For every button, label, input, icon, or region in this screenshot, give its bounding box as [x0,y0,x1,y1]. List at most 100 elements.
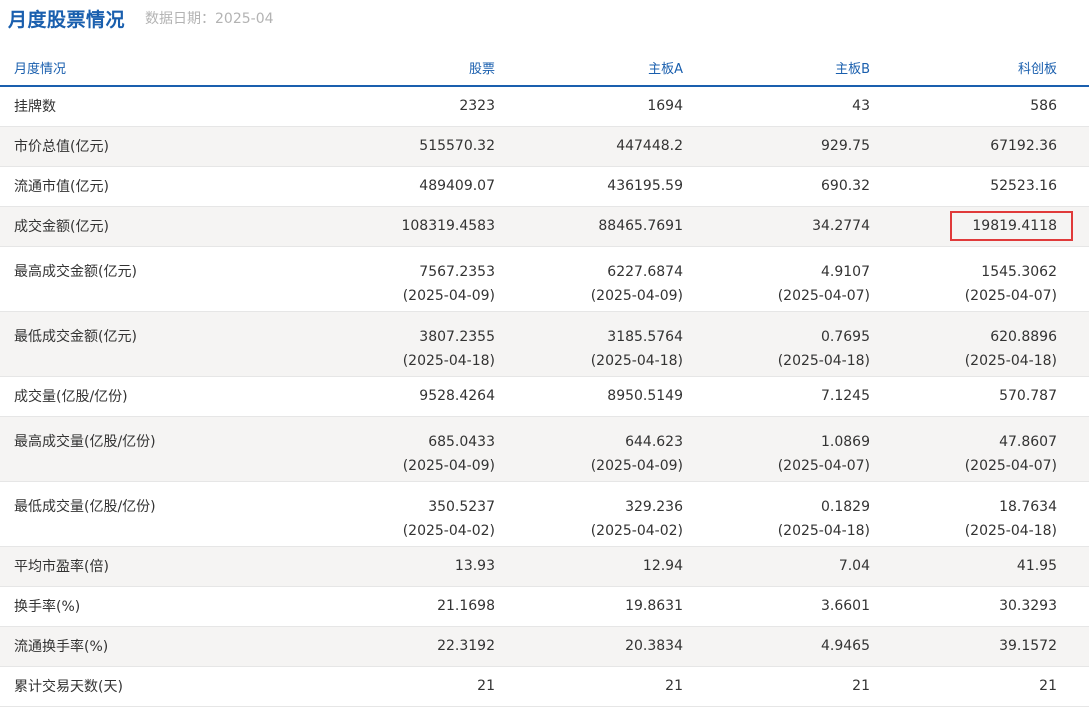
cell-date: (2025-04-18) [964,352,1057,369]
cell-stocks: 3807.2355 (2025-04-18) [302,311,495,377]
cell-main-a: 19.8631 [495,586,683,627]
table-row: 挂牌数 2323 1694 43 586 [0,86,1089,127]
cell-main-b: 929.75 [683,126,870,167]
row-label: 挂牌数 [0,86,302,127]
cell-date: (2025-04-07) [964,287,1057,304]
cell-stocks: 13.93 [302,546,495,587]
page-title: 月度股票情况 [8,8,126,31]
cell-value: 1.0869 [821,433,870,450]
cell-value: 644.623 [625,433,683,450]
cell-star-market: 47.8607 (2025-04-07) [870,416,1089,482]
cell-value: 67192.36 [990,138,1057,154]
cell-stocks: 9528.4264 [302,376,495,417]
cell-value: 690.32 [821,178,870,194]
cell-main-b: 4.9107 (2025-04-07) [683,246,870,312]
cell-main-b: 0.7695 (2025-04-18) [683,311,870,377]
cell-main-b: 7.1245 [683,376,870,417]
cell-date: (2025-04-18) [777,522,870,539]
cell-stocks: 22.3192 [302,626,495,667]
cell-value: 21.1698 [437,598,495,614]
cell-star-market: 19819.4118 [870,206,1089,247]
cell-stocks: 685.0433 (2025-04-09) [302,416,495,482]
table-row: 最低成交量(亿股/亿份) 350.5237 (2025-04-02) 329.236 (… [0,481,1089,547]
cell-main-b: 1.0869 (2025-04-07) [683,416,870,482]
row-label: 累计交易天数(天) [0,666,302,707]
column-header-main-b: 主板B [683,49,870,87]
table-row: 最高成交金额(亿元) 7567.2353 (2025-04-09) 6227.6874… [0,246,1089,312]
column-header-period: 月度情况 [0,49,302,87]
cell-value: 3.6601 [821,598,870,614]
cell-value: 620.8896 [990,328,1057,345]
cell-main-a: 447448.2 [495,126,683,167]
cell-value: 570.787 [999,388,1057,404]
cell-value: 9528.4264 [419,388,495,404]
cell-main-a: 6227.6874 (2025-04-09) [495,246,683,312]
cell-value: 0.1829 [821,498,870,515]
cell-value: 2323 [459,98,495,115]
cell-date: (2025-04-07) [777,457,870,474]
cell-value: 350.5237 [428,498,495,515]
cell-main-a: 21 [495,666,683,707]
cell-main-a: 8950.5149 [495,376,683,417]
table-row: 平均市盈率(倍) 13.93 12.94 7.04 41.95 [0,546,1089,587]
cell-value: 21 [852,678,870,694]
cell-main-a: 20.3834 [495,626,683,667]
cell-main-a: 329.236 (2025-04-02) [495,481,683,547]
cell-main-a: 1694 [495,86,683,127]
cell-main-b: 3.6601 [683,586,870,627]
cell-value: 21 [477,678,495,694]
cell-date: (2025-04-18) [590,352,683,369]
cell-star-market: 1545.3062 (2025-04-07) [870,246,1089,312]
cell-main-b: 34.2774 [683,206,870,247]
column-header-stocks: 股票 [302,49,495,87]
cell-main-b: 0.1829 (2025-04-18) [683,481,870,547]
table-row: 换手率(%) 21.1698 19.8631 3.6601 30.3293 [0,586,1089,627]
page-header: 月度股票情况 数据日期：2025-04 [0,0,1089,36]
row-label: 最低成交金额(亿元) [0,311,302,377]
cell-value: 30.3293 [999,598,1057,614]
cell-date: (2025-04-09) [590,287,683,304]
cell-date: (2025-04-07) [964,457,1057,474]
cell-stocks: 7567.2353 (2025-04-09) [302,246,495,312]
highlight-box: 19819.4118 [950,211,1073,241]
cell-date: (2025-04-18) [777,352,870,369]
cell-value: 515570.32 [419,138,495,154]
cell-value: 8950.5149 [607,388,683,404]
cell-main-a: 88465.7691 [495,206,683,247]
row-label: 换手率(%) [0,586,302,627]
cell-value: 6227.6874 [607,263,683,280]
table-row: 成交量(亿股/亿份) 9528.4264 8950.5149 7.1245 570.78… [0,376,1089,417]
table-row: 流通换手率(%) 22.3192 20.3834 4.9465 39.1572 [0,626,1089,667]
cell-date: (2025-04-02) [402,522,495,539]
cell-star-market: 620.8896 (2025-04-18) [870,311,1089,377]
cell-star-market: 586 [870,86,1089,127]
cell-date: (2025-04-18) [964,522,1057,539]
cell-main-a: 3185.5764 (2025-04-18) [495,311,683,377]
cell-value: 47.8607 [999,433,1057,450]
table-row: 流通市值(亿元) 489409.07 436195.59 690.32 52523.16 [0,166,1089,207]
cell-main-b: 7.04 [683,546,870,587]
cell-star-market: 18.7634 (2025-04-18) [870,481,1089,547]
cell-value: 34.2774 [812,218,870,234]
cell-main-a: 12.94 [495,546,683,587]
cell-value: 7567.2353 [419,263,495,280]
row-label: 最高成交量(亿股/亿份) [0,416,302,482]
column-header-star-market: 科创板 [870,49,1089,87]
cell-date: (2025-04-09) [590,457,683,474]
cell-stocks: 489409.07 [302,166,495,207]
cell-star-market: 67192.36 [870,126,1089,167]
cell-value: 1545.3062 [981,263,1057,280]
cell-value: 21 [1039,678,1057,694]
cell-main-b: 690.32 [683,166,870,207]
cell-value: 22.3192 [437,638,495,654]
monthly-stock-table: 月度情况 股票 主板A 主板B 科创板 挂牌数 2323 1694 43 586 市价总值… [0,49,1089,707]
cell-stocks: 21.1698 [302,586,495,627]
row-label: 平均市盈率(倍) [0,546,302,587]
cell-value: 7.1245 [821,388,870,404]
cell-value: 18.7634 [999,498,1057,515]
cell-value: 329.236 [625,498,683,515]
cell-star-market: 39.1572 [870,626,1089,667]
cell-value: 489409.07 [419,178,495,194]
cell-star-market: 41.95 [870,546,1089,587]
data-date: 数据日期：2025-04 [145,11,274,27]
